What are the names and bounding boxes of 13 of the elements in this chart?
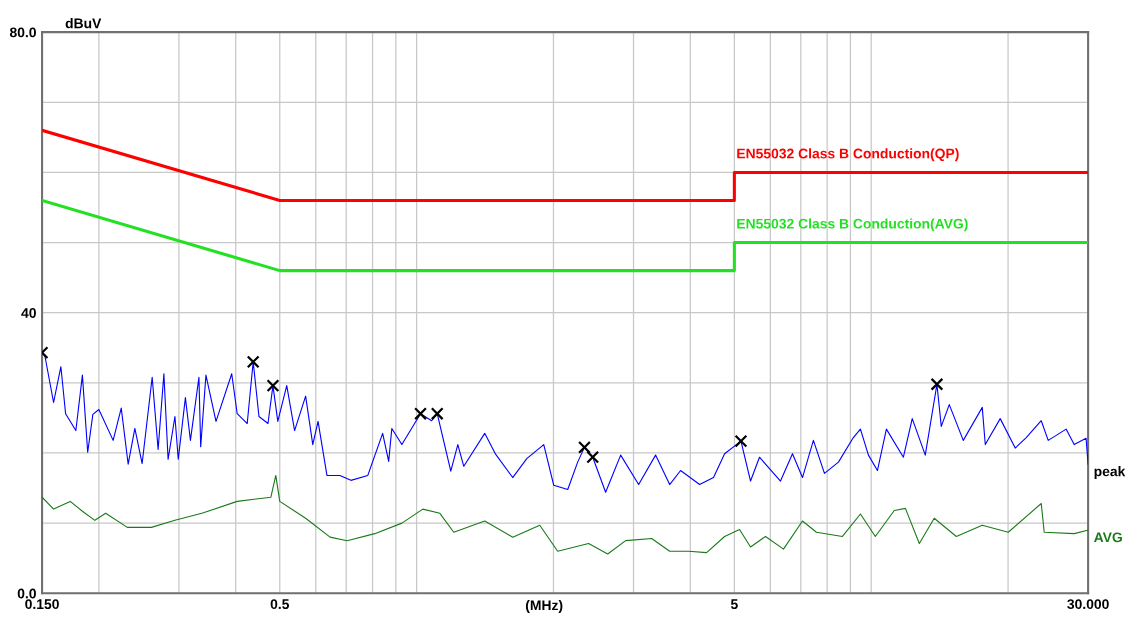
y-axis-title: dBuV [65,18,102,29]
x-tick-label: 0.5 [270,599,290,610]
series-label: EN55032 Class B Conduction(AVG) [737,218,968,232]
y-tick-label: 80.0 [9,27,36,38]
x-tick-label: 30.000 [1067,599,1109,610]
x-axis-title: (MHz) [525,600,563,613]
y-tick-label: 0.0 [17,588,36,599]
series-label: AVG [1094,532,1122,543]
x-tick-label: 5 [730,599,738,610]
series-label: peak [1094,466,1126,480]
series-label: EN55032 Class B Conduction(QP) [737,148,959,162]
y-tick-label: 40 [21,308,36,318]
x-tick-label: 0.150 [25,599,59,610]
